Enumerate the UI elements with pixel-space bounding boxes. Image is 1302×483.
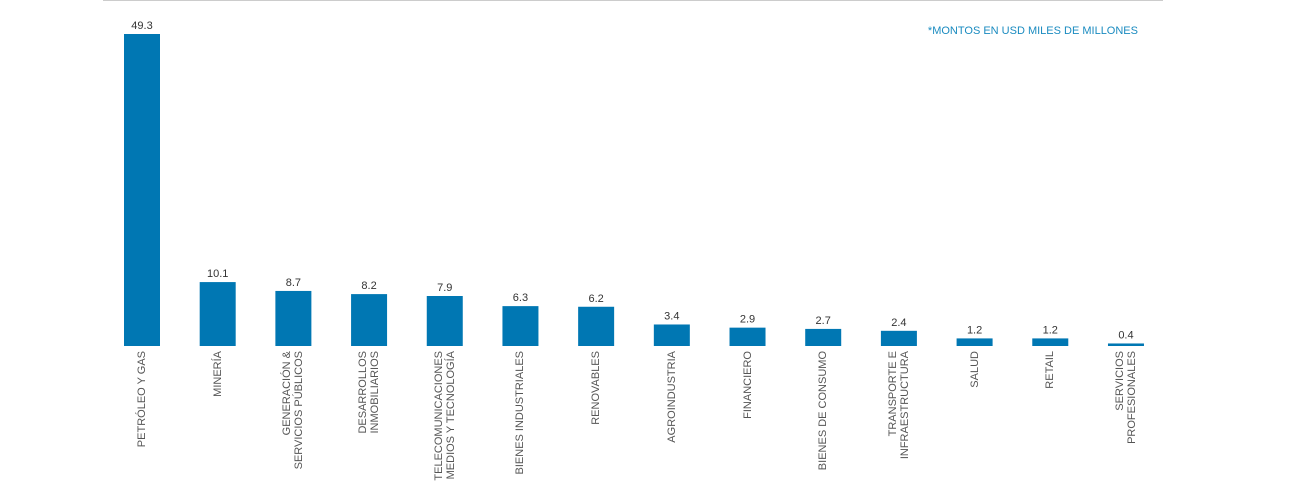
bar: [199, 282, 236, 346]
value-label: 1.2: [1043, 324, 1058, 336]
bar: [729, 327, 766, 346]
value-label: 6.3: [513, 292, 528, 304]
x-tick-label: MINERÍA: [211, 351, 224, 397]
value-label: 8.2: [361, 280, 376, 292]
bar: [880, 330, 917, 346]
x-tick-label: SALUD: [968, 351, 981, 388]
bar: [351, 294, 388, 346]
bar: [653, 324, 690, 346]
x-tick-label: RENOVABLES: [590, 351, 603, 425]
value-label: 0.4: [1118, 329, 1133, 341]
value-label: 2.4: [891, 317, 906, 329]
bar: [956, 338, 993, 346]
x-tick-label: RETAIL: [1044, 351, 1057, 389]
x-tick-label: SERVICIOS PROFESIONALES: [1113, 351, 1138, 444]
annotation: *MONTOS EN USD MILES DE MILLONES: [927, 25, 1138, 37]
value-label: 49.3: [131, 20, 152, 32]
x-tick-label: TELECOMUNICACIONES MEDIOS Y TECNOLOGÍA: [432, 351, 457, 481]
bar: [426, 296, 463, 346]
x-tick-label: BIENES DE CONSUMO: [817, 351, 830, 471]
value-label: 3.4: [664, 310, 679, 322]
bar: [1032, 338, 1069, 346]
bar: [805, 328, 842, 346]
x-tick-label: FINANCIERO: [741, 351, 754, 419]
bar: [578, 306, 615, 346]
x-tick-label: DESARROLLOS INMOBILIARIOS: [357, 351, 382, 434]
x-tick-label: AGROINDUSTRIA: [665, 351, 678, 443]
value-label: 2.7: [816, 315, 831, 327]
value-label: 10.1: [207, 268, 228, 280]
bar: [124, 34, 160, 346]
value-label: 7.9: [437, 282, 452, 294]
bar: [275, 290, 312, 346]
x-tick-label: BIENES INDUSTRIALES: [514, 351, 527, 475]
x-tick-label: TRANSPORTE E INFRAESTRUCTURA: [886, 351, 911, 460]
bar: [1107, 343, 1144, 346]
value-label: 1.2: [967, 324, 982, 336]
x-tick-label: GENERACIÓN & SERVICIOS PÚBLICOS: [281, 351, 306, 470]
x-tick-label: PETRÓLEO Y GAS: [136, 351, 148, 448]
value-label: 8.7: [286, 277, 301, 289]
value-label: 2.9: [740, 314, 755, 326]
bar: [502, 306, 539, 346]
value-label: 6.2: [588, 293, 603, 305]
